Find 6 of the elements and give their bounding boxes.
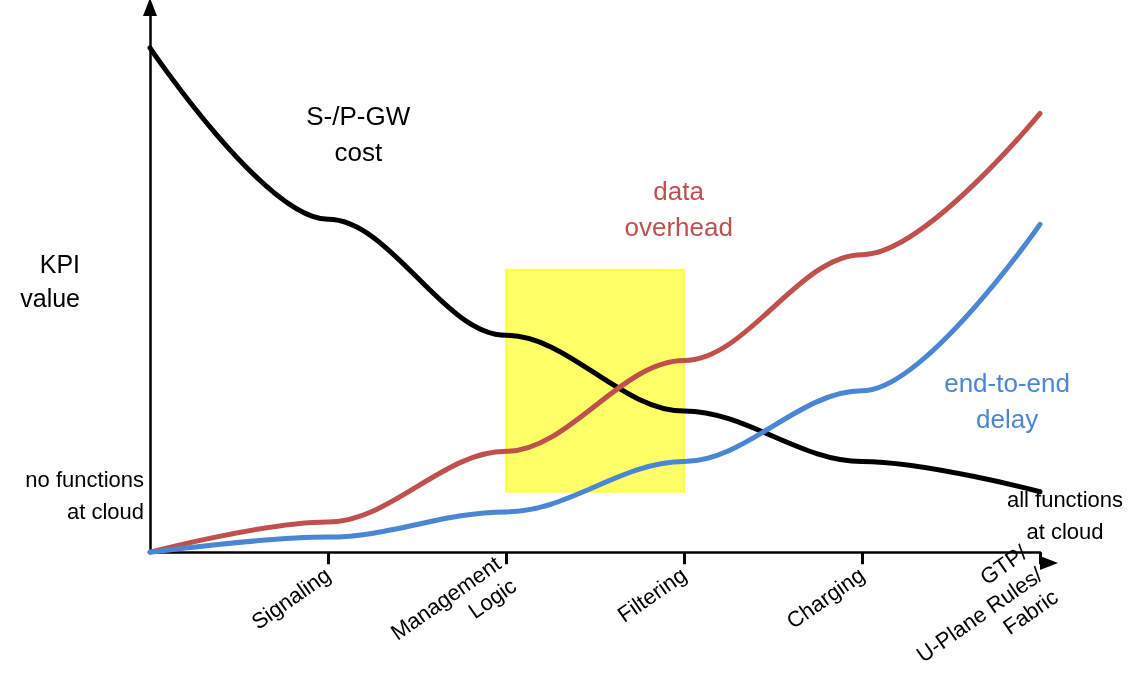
text: no functions at cloud	[25, 466, 144, 524]
text: data overhead	[624, 176, 733, 243]
annotation: all functions at cloud	[1006, 486, 1124, 544]
series-label: S-/P-GW cost	[306, 100, 411, 167]
y-axis-title: KPI value	[20, 250, 80, 313]
series-label: end-to-end delay	[944, 367, 1070, 434]
